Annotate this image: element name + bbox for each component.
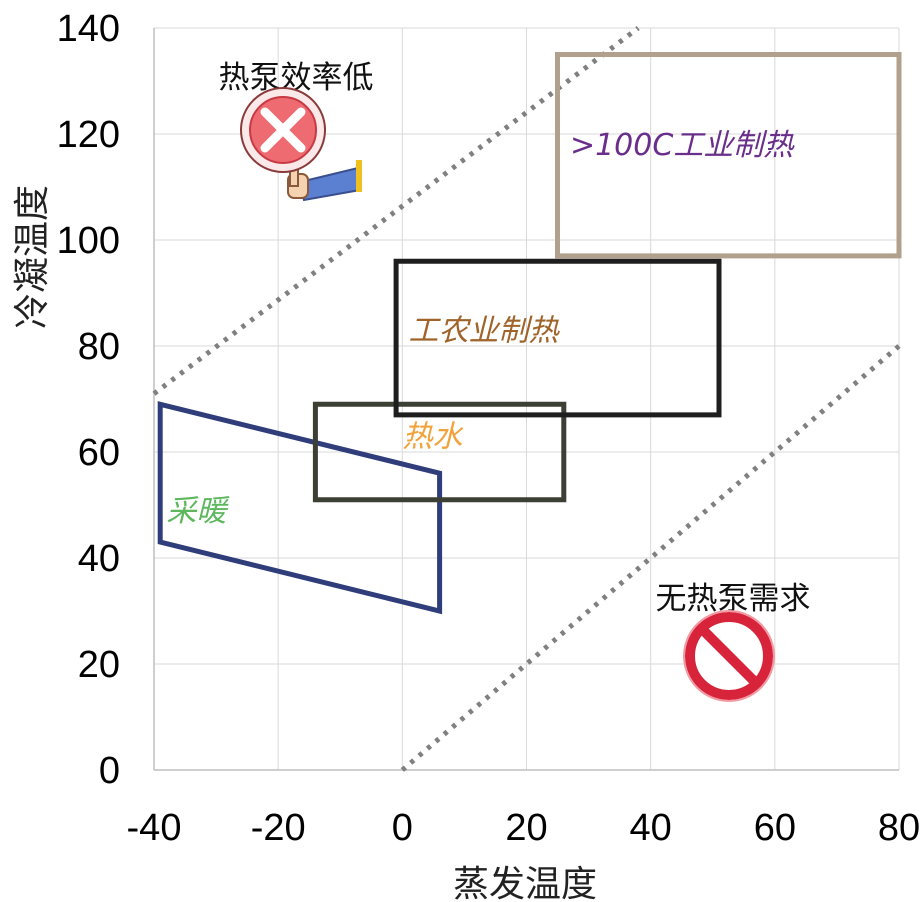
y-tick-label: 0 [99,750,120,792]
boundary-lines [152,26,901,772]
boundary-line [152,26,640,396]
y-axis-label: 冷凝温度 [12,185,53,329]
regions [157,52,902,615]
grid [153,27,900,771]
x-tick-label: -40 [127,807,182,849]
region-label: 工农业制热 [409,314,561,349]
y-tick-label: 60 [78,432,120,474]
y-tick-label: 120 [57,114,120,156]
low-efficiency-annotation: 热泵效率低 [219,60,374,202]
x-tick-label: 40 [630,807,672,849]
x-tick-label: 60 [754,807,796,849]
axes [153,28,899,771]
x-tick-label: 0 [392,807,413,849]
y-tick-label: 20 [78,644,120,686]
region-label: 热水 [402,420,464,455]
region-label: >100C工业制热 [570,128,795,163]
region-label: 采暖 [166,494,230,529]
x-tick-label: -20 [251,807,306,849]
y-tick-label: 40 [78,538,120,580]
region-outline [393,258,722,418]
y-tick-label: 140 [57,8,120,50]
y-tick-label: 100 [57,220,120,262]
region-labels: 采暖 热水 工农业制热 >100C工业制热 [166,128,795,529]
region-outline [157,401,443,615]
tick-labels: -40 -20 0 20 40 60 80 0 20 40 60 80 100 120 140 [57,8,921,849]
region-outline [312,401,567,503]
x-axis-label: 蒸发温度 [453,864,597,902]
x-tick-label: 20 [505,807,547,849]
region-outline [555,52,902,259]
no-entry-circle-icon [683,610,775,702]
red-x-prohibition-sign-icon [240,87,362,202]
no-demand-annotation: 无热泵需求 [656,581,811,702]
y-tick-label: 80 [78,326,120,368]
x-tick-label: 80 [878,807,920,849]
